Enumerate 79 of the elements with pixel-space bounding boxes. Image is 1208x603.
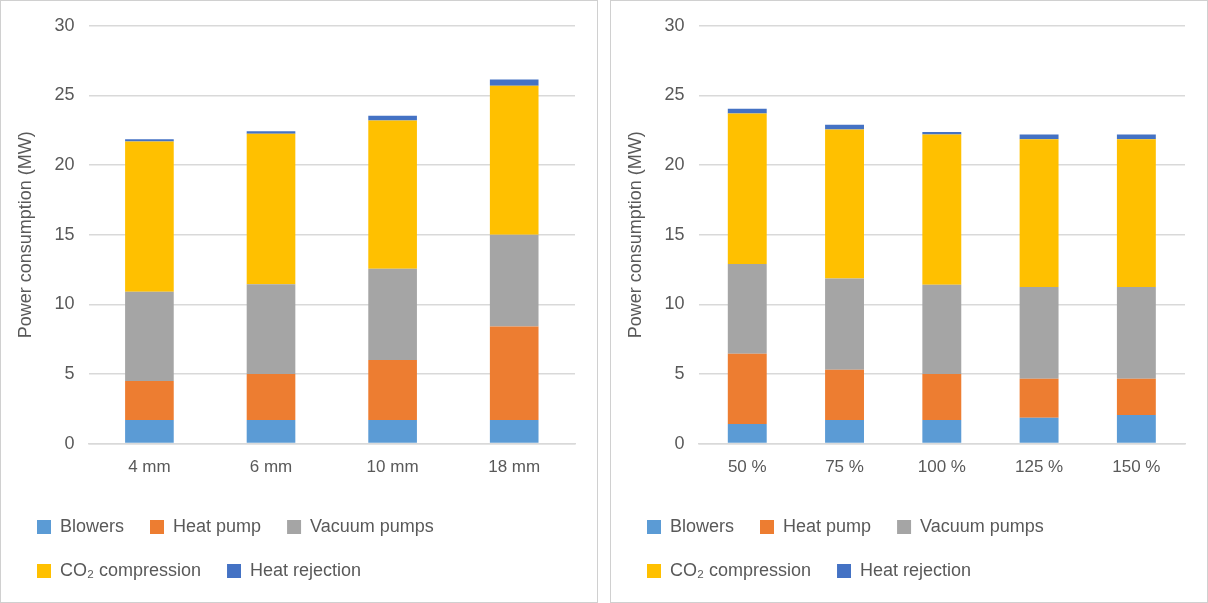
bar [1019,417,1059,443]
legend-label: CO₂ compression [670,559,812,580]
bar [727,113,767,264]
x-tick-label: 100 % [917,457,966,477]
x-tick-label: 150 % [1112,457,1161,477]
bar [1019,134,1059,140]
bar [922,134,962,285]
bar [489,234,539,327]
y-tick-label: 30 [54,14,75,35]
bar [125,380,174,420]
legend-label: Heat rejection [250,559,362,580]
y-tick-label: 0 [64,432,75,453]
bar [922,373,962,420]
legend-label: Vacuum pumps [920,515,1044,536]
x-tick-label: 18 mm [488,457,541,477]
bar [1116,415,1156,443]
bar [825,129,864,279]
y-tick-label: 5 [674,362,685,383]
y-tick-label: 25 [54,84,75,105]
bar [125,141,174,292]
y-tick-label: 10 [54,293,75,314]
x-tick-label: 75 % [825,457,864,477]
legend-label: Vacuum pumps [310,515,434,536]
bar [368,419,417,443]
legend-label: Heat pump [173,515,262,536]
bar [489,79,539,86]
legend-label: Heat pump [783,515,872,536]
y-tick-label: 20 [54,154,75,175]
y-tick-label: 30 [664,14,685,35]
y-axis-title: Power consumption (MW) [14,131,35,339]
bar [246,284,296,374]
x-tick-label: 50 % [727,457,767,477]
y-tick-label: 10 [664,293,685,314]
y-tick-label: 5 [64,362,75,383]
x-tick-label: 125 % [1014,457,1064,477]
bar [368,268,417,361]
bar [1116,286,1156,379]
x-tick-label: 10 mm [366,457,419,477]
bar [489,419,539,443]
bar [489,85,539,235]
bar [1116,134,1156,140]
bar [922,419,962,443]
legend-label: Blowers [670,515,735,536]
y-axis-title: Power consumption (MW) [624,131,645,339]
legend-label: CO₂ compression [60,559,202,580]
bar [125,291,174,381]
legend-label: Blowers [60,515,125,536]
bar [489,326,539,420]
bar [727,353,767,425]
bar [246,419,296,443]
bar [1116,139,1156,287]
y-tick-label: 0 [674,432,685,453]
y-tick-label: 25 [664,84,685,105]
bar [125,419,174,443]
bar [727,263,767,354]
y-tick-label: 15 [54,223,75,244]
bar [125,139,174,142]
bar [727,108,767,114]
bar [1116,378,1156,416]
bar [368,115,417,121]
bar [1019,378,1059,418]
bar [1019,286,1059,379]
bar [246,373,296,420]
bar [246,131,296,134]
bar [922,284,962,374]
x-tick-label: 4 mm [128,457,171,477]
x-tick-label: 6 mm [249,457,293,477]
legend-label: Heat rejection [860,559,972,580]
bar [825,419,864,443]
bar [825,278,864,370]
bar [825,124,864,130]
y-tick-label: 15 [664,223,685,244]
y-tick-label: 20 [664,154,685,175]
bar [246,133,296,285]
bar [368,360,417,420]
bar [1019,139,1059,287]
bar [727,424,767,443]
bar [368,120,417,269]
bar [825,369,864,420]
